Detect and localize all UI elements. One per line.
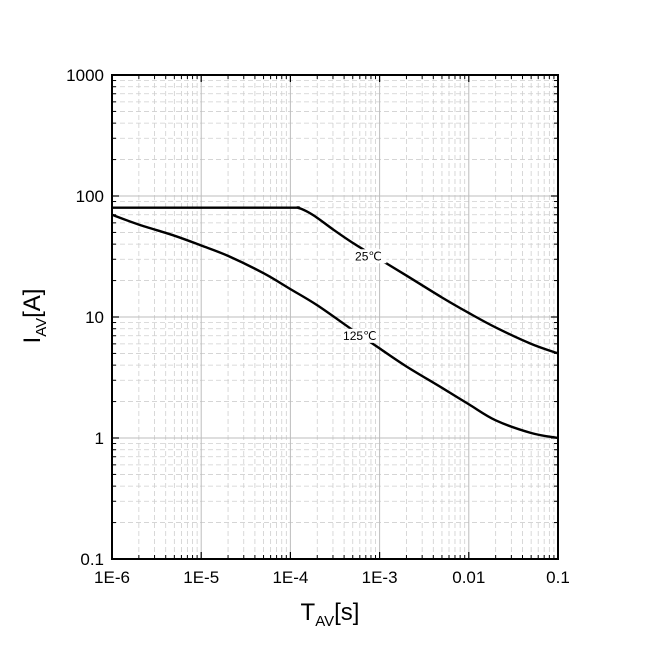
series-line-0	[111, 206, 559, 355]
x-tick-label: 1E-5	[183, 568, 219, 587]
y-axis-title-main: I	[19, 337, 46, 344]
y-tick-label: 1000	[66, 66, 104, 85]
x-tick-label: 0.01	[452, 568, 485, 587]
x-tick-label: 0.1	[546, 568, 570, 587]
x-tick-labels: 1E-6 1E-5 1E-4 1E-3 0.01 0.1	[94, 568, 570, 587]
series-line-1	[111, 213, 559, 440]
x-axis-title-sub: AV	[315, 613, 334, 630]
y-axis-title-sub: AV	[33, 318, 50, 337]
x-tick-label: 1E-4	[272, 568, 308, 587]
series-label-1: 125℃	[343, 329, 377, 343]
x-tick-label: 1E-3	[362, 568, 398, 587]
plot-frame	[111, 74, 559, 560]
y-tick-label: 1	[95, 429, 104, 448]
series-label-0: 25℃	[355, 249, 382, 263]
y-axis-title: IAV[A]	[19, 289, 50, 344]
series-group: 25℃ 125℃	[111, 206, 559, 440]
series-label-bg-1	[341, 328, 378, 343]
y-tick-label: 10	[85, 308, 104, 327]
x-tick-label: 1E-6	[94, 568, 130, 587]
y-tick-labels: 0.1 1 10 100 1000	[66, 66, 104, 569]
y-tick-label: 100	[76, 187, 104, 206]
x-axis-title: TAV[s]	[301, 599, 360, 630]
x-axis-title-main: T	[301, 599, 316, 626]
y-axis-title-unit: [A]	[19, 289, 46, 318]
series-label-bg-0	[350, 249, 387, 264]
y-tick-label: 0.1	[80, 550, 104, 569]
x-axis-title-unit: [s]	[334, 599, 359, 626]
